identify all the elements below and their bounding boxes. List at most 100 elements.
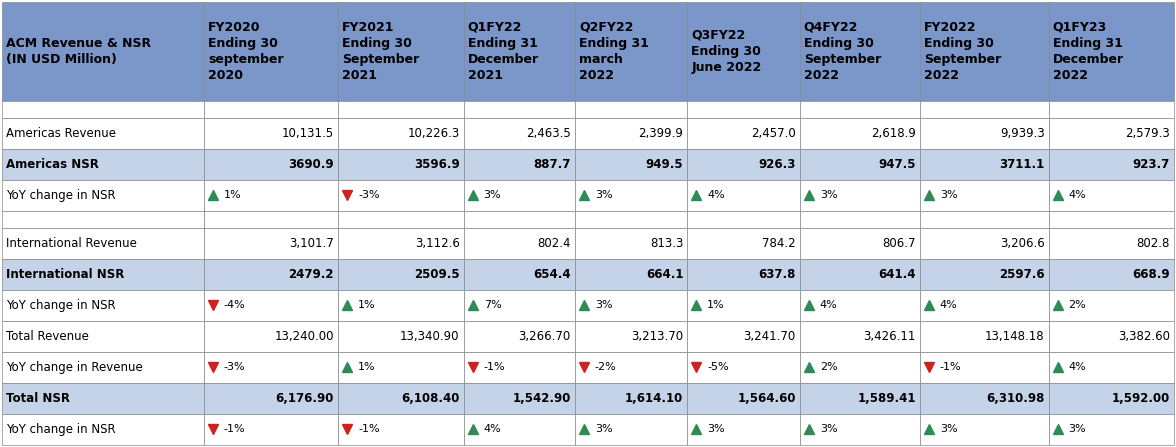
- Text: 10,226.3: 10,226.3: [407, 127, 460, 140]
- Bar: [920, 180, 1049, 211]
- Bar: [203, 321, 339, 352]
- Text: 2,463.5: 2,463.5: [526, 127, 570, 140]
- Text: -1%: -1%: [359, 425, 380, 434]
- Text: -1%: -1%: [223, 425, 246, 434]
- Bar: [2, 414, 203, 445]
- Text: 3%: 3%: [820, 425, 837, 434]
- Bar: [1049, 180, 1174, 211]
- Text: FY2022
Ending 30
September
2022: FY2022 Ending 30 September 2022: [923, 21, 1001, 82]
- Bar: [1049, 321, 1174, 352]
- Bar: [203, 2, 339, 101]
- Text: YoY change in NSR: YoY change in NSR: [6, 189, 115, 202]
- Bar: [339, 149, 463, 180]
- Text: 2509.5: 2509.5: [414, 268, 460, 281]
- Bar: [1049, 259, 1174, 290]
- Bar: [463, 290, 575, 321]
- Text: 2,457.0: 2,457.0: [751, 127, 796, 140]
- Text: Q4FY22
Ending 30
September
2022: Q4FY22 Ending 30 September 2022: [803, 21, 881, 82]
- Bar: [687, 290, 800, 321]
- Bar: [687, 228, 800, 259]
- Bar: [920, 414, 1049, 445]
- Bar: [800, 321, 920, 352]
- Bar: [687, 211, 800, 228]
- Bar: [463, 118, 575, 149]
- Bar: [687, 321, 800, 352]
- Text: 641.4: 641.4: [878, 268, 916, 281]
- Bar: [920, 321, 1049, 352]
- Bar: [920, 101, 1049, 118]
- Bar: [463, 414, 575, 445]
- Bar: [203, 118, 339, 149]
- Bar: [575, 414, 687, 445]
- Text: 10,131.5: 10,131.5: [282, 127, 334, 140]
- Bar: [687, 118, 800, 149]
- Bar: [800, 149, 920, 180]
- Bar: [463, 228, 575, 259]
- Bar: [800, 414, 920, 445]
- Text: 3%: 3%: [820, 190, 837, 200]
- Text: 3,426.11: 3,426.11: [863, 330, 916, 343]
- Bar: [575, 321, 687, 352]
- Bar: [203, 290, 339, 321]
- Text: 947.5: 947.5: [878, 158, 916, 171]
- Bar: [800, 259, 920, 290]
- Bar: [920, 149, 1049, 180]
- Bar: [1049, 414, 1174, 445]
- Bar: [575, 228, 687, 259]
- Text: 6,310.98: 6,310.98: [987, 392, 1044, 405]
- Text: 3,266.70: 3,266.70: [519, 330, 570, 343]
- Text: 13,148.18: 13,148.18: [984, 330, 1044, 343]
- Text: 3,213.70: 3,213.70: [632, 330, 683, 343]
- Text: FY2021
Ending 30
September
2021: FY2021 Ending 30 September 2021: [342, 21, 420, 82]
- Bar: [687, 352, 800, 383]
- Text: 2,399.9: 2,399.9: [639, 127, 683, 140]
- Text: -1%: -1%: [940, 363, 961, 372]
- Bar: [920, 228, 1049, 259]
- Text: 2,618.9: 2,618.9: [871, 127, 916, 140]
- Bar: [800, 211, 920, 228]
- Bar: [575, 149, 687, 180]
- Text: 1,614.10: 1,614.10: [626, 392, 683, 405]
- Text: 802.4: 802.4: [537, 237, 570, 250]
- Bar: [339, 321, 463, 352]
- Text: 3690.9: 3690.9: [288, 158, 334, 171]
- Text: 1%: 1%: [707, 300, 724, 310]
- Text: 3%: 3%: [595, 190, 613, 200]
- Bar: [203, 211, 339, 228]
- Text: 806.7: 806.7: [882, 237, 916, 250]
- Bar: [920, 118, 1049, 149]
- Text: 2597.6: 2597.6: [998, 268, 1044, 281]
- Bar: [575, 2, 687, 101]
- Text: 3%: 3%: [1069, 425, 1087, 434]
- Bar: [203, 149, 339, 180]
- Text: 3,241.70: 3,241.70: [743, 330, 796, 343]
- Text: 13,240.00: 13,240.00: [275, 330, 334, 343]
- Bar: [687, 149, 800, 180]
- Text: -1%: -1%: [483, 363, 506, 372]
- Text: -4%: -4%: [223, 300, 246, 310]
- Bar: [575, 383, 687, 414]
- Text: 2%: 2%: [1069, 300, 1087, 310]
- Text: 4%: 4%: [1069, 363, 1087, 372]
- Text: Americas NSR: Americas NSR: [6, 158, 99, 171]
- Bar: [1049, 228, 1174, 259]
- Bar: [339, 211, 463, 228]
- Bar: [575, 290, 687, 321]
- Bar: [920, 259, 1049, 290]
- Bar: [339, 118, 463, 149]
- Text: -2%: -2%: [595, 363, 616, 372]
- Text: 3%: 3%: [483, 190, 501, 200]
- Bar: [339, 228, 463, 259]
- Text: 926.3: 926.3: [759, 158, 796, 171]
- Bar: [1049, 290, 1174, 321]
- Bar: [1049, 101, 1174, 118]
- Bar: [800, 228, 920, 259]
- Text: 3%: 3%: [595, 425, 613, 434]
- Text: 3%: 3%: [707, 425, 724, 434]
- Text: Total NSR: Total NSR: [6, 392, 71, 405]
- Text: 3%: 3%: [595, 300, 613, 310]
- Bar: [339, 2, 463, 101]
- Bar: [2, 211, 203, 228]
- Text: -5%: -5%: [707, 363, 729, 372]
- Text: 2%: 2%: [820, 363, 837, 372]
